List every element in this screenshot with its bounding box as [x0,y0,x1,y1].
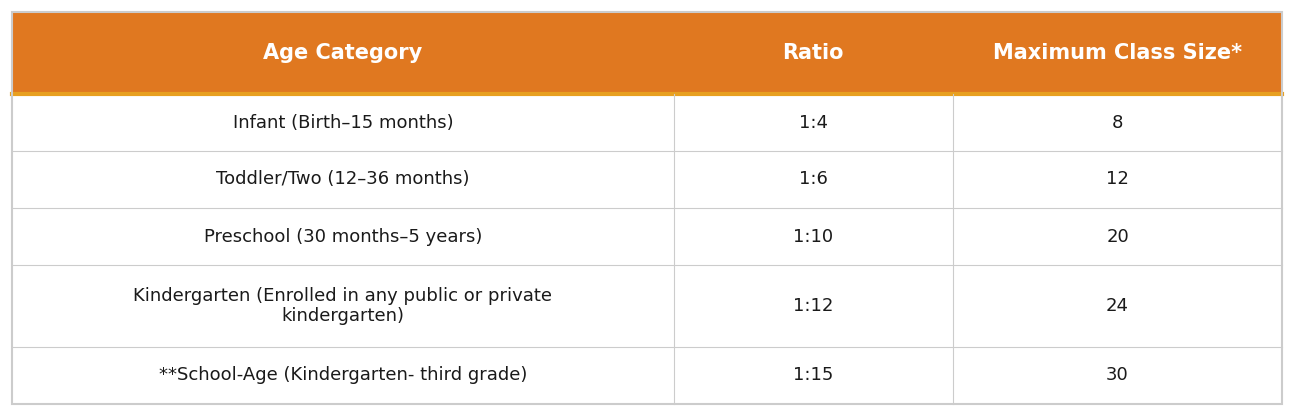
Text: 1:12: 1:12 [793,297,833,315]
Text: Preschool (30 months–5 years): Preschool (30 months–5 years) [203,228,483,245]
Bar [674,347,954,404]
Text: 1:15: 1:15 [793,366,833,384]
Bar [12,347,674,404]
Bar [954,94,1282,151]
Bar [12,12,674,94]
Bar [674,265,954,347]
Bar [674,208,954,265]
Bar [12,208,674,265]
Bar [674,151,954,208]
Text: Kindergarten (Enrolled in any public or private
kindergarten): Kindergarten (Enrolled in any public or … [133,287,553,325]
Bar [954,347,1282,404]
Text: Toddler/Two (12–36 months): Toddler/Two (12–36 months) [216,171,470,188]
Text: Infant (Birth–15 months): Infant (Birth–15 months) [233,114,453,131]
Bar [12,94,674,151]
Bar [12,151,674,208]
Bar [12,265,674,347]
Bar [954,265,1282,347]
Text: Maximum Class Size*: Maximum Class Size* [992,43,1242,63]
Text: 8: 8 [1112,114,1123,131]
Text: 1:4: 1:4 [798,114,828,131]
Bar [954,151,1282,208]
Text: Age Category: Age Category [263,43,422,63]
Text: Ratio: Ratio [783,43,844,63]
Bar [674,94,954,151]
Bar [954,12,1282,94]
Text: 1:10: 1:10 [793,228,833,245]
Text: 24: 24 [1106,297,1130,315]
Bar [954,208,1282,265]
Text: 20: 20 [1106,228,1128,245]
Text: 1:6: 1:6 [798,171,828,188]
Bar [674,12,954,94]
Text: 30: 30 [1106,366,1128,384]
Text: **School-Age (Kindergarten- third grade): **School-Age (Kindergarten- third grade) [159,366,527,384]
Text: 12: 12 [1106,171,1128,188]
